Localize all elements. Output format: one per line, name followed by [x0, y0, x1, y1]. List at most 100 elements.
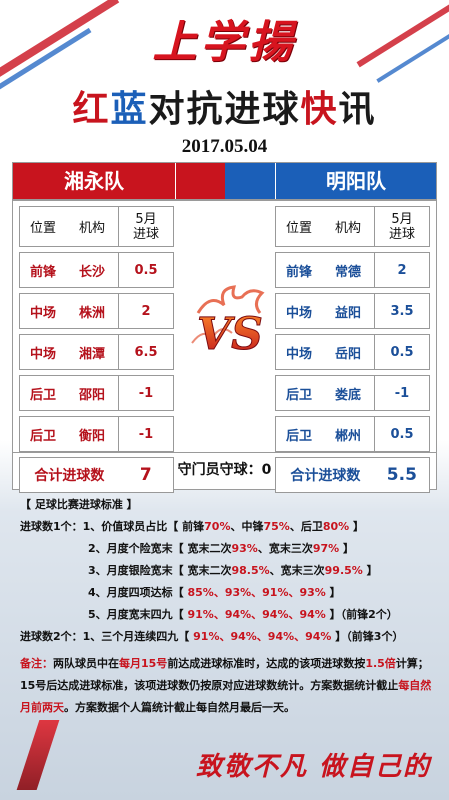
cell-goals: 2 — [118, 294, 173, 328]
rule-text: 】 — [362, 564, 378, 577]
table-row: 中场 株洲 2 — [19, 293, 174, 329]
cell-goals: 0.5 — [374, 417, 429, 451]
total-label: 合计进球数 — [290, 468, 361, 484]
cell-goals: 0.5 — [374, 335, 429, 369]
cell-org: 长沙 — [78, 264, 105, 280]
cell-org: 邵阳 — [78, 387, 105, 403]
decorative-brush-stroke — [16, 720, 60, 790]
cell-goals: 3.5 — [374, 294, 429, 328]
table-row: 后卫 郴州 0.5 — [275, 416, 430, 452]
rule-line: 4、月度四项达标【 85%、93%、91%、93% 】 — [20, 582, 440, 604]
remarks-highlight: 每月15号 — [119, 657, 168, 670]
team-bar-red-spacer — [175, 163, 225, 199]
rule-text: 】 — [325, 586, 341, 599]
cell-org: 株洲 — [78, 305, 105, 321]
cell-org: 衡阳 — [78, 428, 105, 444]
goalkeeper-saves: 守门员守球：0 — [13, 452, 436, 488]
cell-goals: -1 — [118, 417, 173, 451]
rule-line: 2、月度个险宽末【 宽末二次93%、宽末三次97% 】 — [20, 538, 440, 560]
header-org: 机构 — [78, 221, 105, 236]
total-label: 合计进球数 — [34, 468, 105, 484]
rule-text: 、后卫 — [289, 520, 323, 533]
headline-part: 对抗进球 — [148, 89, 301, 130]
cell-org: 湘潭 — [78, 346, 105, 362]
rule-text: 4、月度四项达标【 — [88, 586, 188, 599]
rule-value: 97% — [312, 542, 340, 555]
rule-value: 98.5% — [231, 564, 270, 577]
header-goals-line2: 进球 — [132, 226, 159, 242]
table-row: 前锋 长沙 0.5 — [19, 252, 174, 288]
rule-text: 进球数1个：1、价值球员占比【 前锋 — [20, 520, 205, 533]
table-header-row: 位置 机构 5月 进球 — [19, 206, 174, 247]
table-row: 中场 岳阳 0.5 — [275, 334, 430, 370]
rule-text: 、中锋 — [230, 520, 264, 533]
rule-value: 99.5% — [324, 564, 363, 577]
remarks-text: 。方案数据个人篇统计截止每自然月最后一天。 — [64, 701, 295, 714]
headline-part: 红 — [72, 89, 111, 130]
rule-text: 】 — [349, 520, 365, 533]
rule-value: 70% — [204, 520, 231, 533]
vs-emblem-icon: VS — [191, 285, 265, 361]
cell-org: 娄底 — [334, 387, 361, 403]
total-row: 合计进球数 5.5 — [275, 457, 430, 493]
vs-text: VS — [197, 309, 263, 360]
total-value: 7 — [139, 465, 152, 485]
total-value: 5.5 — [386, 465, 417, 485]
rule-text: 3、月度银险宽末【 宽末二次 — [88, 564, 232, 577]
rule-value: 93% — [231, 542, 258, 555]
team-left-table: 位置 机构 5月 进球 前锋 长沙 0.5 中场 株洲 2 中场 湘潭 6.5 … — [19, 206, 174, 498]
header-position: 位置 — [285, 221, 312, 236]
rule-value: 85%、93%、91%、93% — [187, 586, 326, 599]
team-bar-blue-spacer — [225, 163, 275, 199]
header-goals-line1: 5月 — [391, 211, 413, 227]
report-date: 2017.05.04 — [181, 136, 268, 157]
rule-text: 】（前锋2个） — [325, 608, 398, 621]
table-row: 后卫 邵阳 -1 — [19, 375, 174, 411]
cell-position: 前锋 — [285, 264, 312, 280]
remarks: 备注：两队球员中在每月15号前达成进球标准时，达成的该项进球数按1.5倍计算；1… — [20, 653, 434, 719]
remarks-highlight: 1.5倍 — [365, 657, 396, 670]
rule-value: 91%、94%、94%、94% — [187, 608, 326, 621]
rule-value: 75% — [263, 520, 290, 533]
rule-text: 】 — [339, 542, 355, 555]
cell-position: 后卫 — [29, 387, 56, 403]
table-header-row: 位置 机构 5月 进球 — [275, 206, 430, 247]
header-goals-line1: 5月 — [135, 211, 157, 227]
cell-position: 中场 — [29, 305, 56, 321]
table-row: 前锋 常德 2 — [275, 252, 430, 288]
cell-position: 后卫 — [285, 387, 312, 403]
header-position: 位置 — [29, 221, 56, 236]
cell-position: 后卫 — [285, 428, 312, 444]
remarks-text: 前达成进球标准时，达成的该项进球数按 — [167, 657, 366, 670]
rule-text: 、宽末三次 — [269, 564, 325, 577]
remarks-text: 两队球员中在 — [53, 657, 119, 670]
rule-line: 3、月度银险宽末【 宽末二次98.5%、宽末三次99.5% 】 — [20, 560, 440, 582]
cell-org: 常德 — [334, 264, 361, 280]
remarks-text: 计算；15号后达成进球标准，该项进球数仍按原对应进球数统计。方案数据统计截止 — [20, 657, 429, 692]
table-row: 后卫 衡阳 -1 — [19, 416, 174, 452]
header-goals: 5月 进球 — [374, 207, 429, 246]
team-left-name: 湘永队 — [13, 163, 175, 199]
rule-text: 进球数2个：1、三个月连续四九【 — [20, 630, 194, 643]
rules-title: 【 足球比赛进球标准 】 — [20, 498, 138, 511]
team-right-table: 位置 机构 5月 进球 前锋 常德 2 中场 益阳 3.5 中场 岳阳 0.5 … — [275, 206, 430, 498]
rule-text: 、宽末三次 — [257, 542, 313, 555]
cell-position: 中场 — [29, 346, 56, 362]
headline-part: 讯 — [338, 89, 377, 130]
rule-text: 2、月度个险宽末【 宽末二次 — [88, 542, 232, 555]
team-right-name: 明阳队 — [275, 163, 436, 199]
page-headline: 红蓝对抗进球快讯 — [0, 80, 449, 130]
cell-org: 岳阳 — [334, 346, 361, 362]
remarks-label: 备注： — [20, 657, 53, 670]
cell-goals: 6.5 — [118, 335, 173, 369]
rule-line: 进球数2个：1、三个月连续四九【 91%、94%、94%、94% 】（前锋3个） — [20, 626, 440, 648]
cell-goals: 2 — [374, 253, 429, 287]
table-row: 后卫 娄底 -1 — [275, 375, 430, 411]
slogan: 致敬不凡 做自己的王 — [195, 752, 431, 782]
cell-org: 郴州 — [334, 428, 361, 444]
cell-org: 益阳 — [334, 305, 361, 321]
total-row: 合计进球数 7 — [19, 457, 174, 493]
rule-line: 进球数1个：1、价值球员占比【 前锋70%、中锋75%、后卫80% 】 — [20, 516, 440, 538]
cell-goals: 0.5 — [118, 253, 173, 287]
header-org: 机构 — [334, 221, 361, 236]
